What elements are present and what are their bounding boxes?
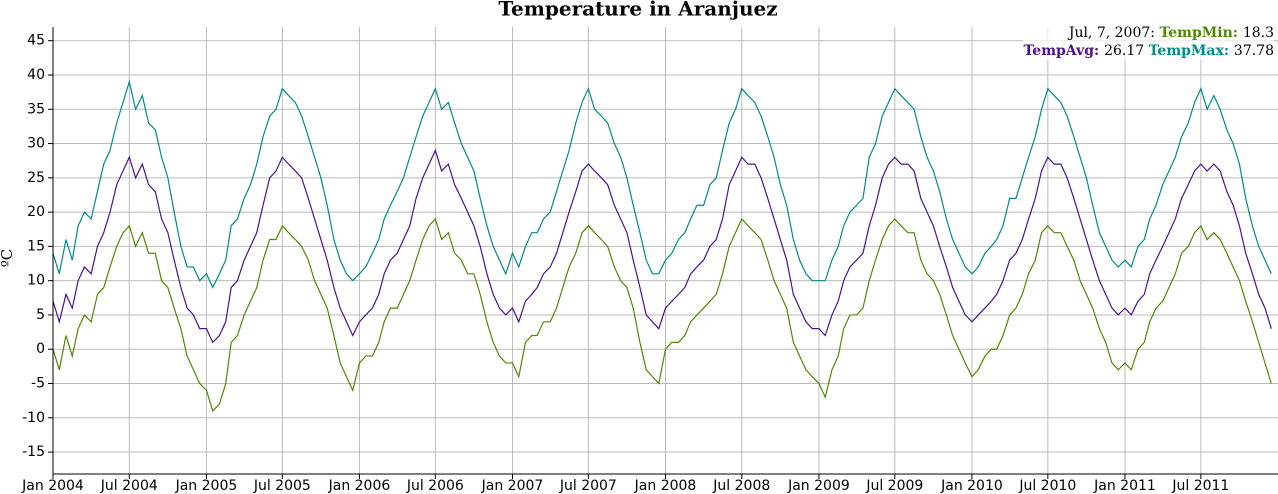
x-tick-label: Jan 2011 xyxy=(1093,478,1156,494)
x-tick-label: Jul 2010 xyxy=(1018,478,1076,494)
y-tick-label: 15 xyxy=(27,238,45,254)
y-tick-label: -15 xyxy=(22,444,45,460)
chart-title: Temperature in Aranjuez xyxy=(498,0,777,21)
y-tick-label: 25 xyxy=(27,170,45,186)
y-tick-label: -10 xyxy=(22,410,45,426)
x-tick-label: Jul 2004 xyxy=(100,478,158,494)
series-line xyxy=(52,217,1272,413)
y-tick-label: -5 xyxy=(31,376,45,392)
x-tick-label: Jul 2008 xyxy=(712,478,770,494)
x-tick-label: Jan 2006 xyxy=(328,478,391,494)
y-tick-label: 20 xyxy=(27,204,45,220)
y-tick-label: 30 xyxy=(27,136,45,152)
x-tick-label: Jul 2007 xyxy=(559,478,617,494)
series-line xyxy=(52,79,1272,289)
legend-row: Jul, 7, 2007TempMin18.3 xyxy=(1023,24,1274,42)
legend-name: TempAvg xyxy=(1023,43,1104,59)
y-tick-label: 10 xyxy=(27,273,45,289)
x-tick-label: Jan 2004 xyxy=(21,478,84,494)
legend-name: TempMin xyxy=(1159,25,1242,41)
legend-row: TempAvg26.17 TempMax37.78 xyxy=(1023,42,1274,60)
y-axis-label: ºC xyxy=(0,249,16,268)
x-tick-label: Jan 2010 xyxy=(940,478,1003,494)
x-tick-label: Jan 2009 xyxy=(787,478,850,494)
legend-date: Jul, 7, 2007 xyxy=(1069,25,1160,41)
x-tick-label: Jan 2007 xyxy=(481,478,544,494)
legend-value: 37.78 xyxy=(1233,43,1274,59)
legend: Jul, 7, 2007TempMin18.3TempAvg26.17 Temp… xyxy=(1023,24,1274,60)
legend-value: 18.3 xyxy=(1242,25,1274,41)
x-tick-label: Jul 2009 xyxy=(865,478,923,494)
y-tick-label: 40 xyxy=(27,67,45,83)
legend-name: TempMax xyxy=(1149,43,1234,59)
x-tick-label: Jul 2006 xyxy=(406,478,464,494)
y-tick-label: 0 xyxy=(36,341,45,357)
y-tick-label: 35 xyxy=(27,101,45,117)
y-tick-label: 5 xyxy=(36,307,45,323)
x-tick-label: Jan 2008 xyxy=(634,478,697,494)
series-line xyxy=(52,148,1272,344)
x-tick-label: Jul 2011 xyxy=(1171,478,1229,494)
x-tick-label: Jul 2005 xyxy=(253,478,311,494)
y-tick-label: 45 xyxy=(27,33,45,49)
legend-value: 26.17 xyxy=(1104,43,1145,59)
x-tick-label: Jan 2005 xyxy=(175,478,238,494)
